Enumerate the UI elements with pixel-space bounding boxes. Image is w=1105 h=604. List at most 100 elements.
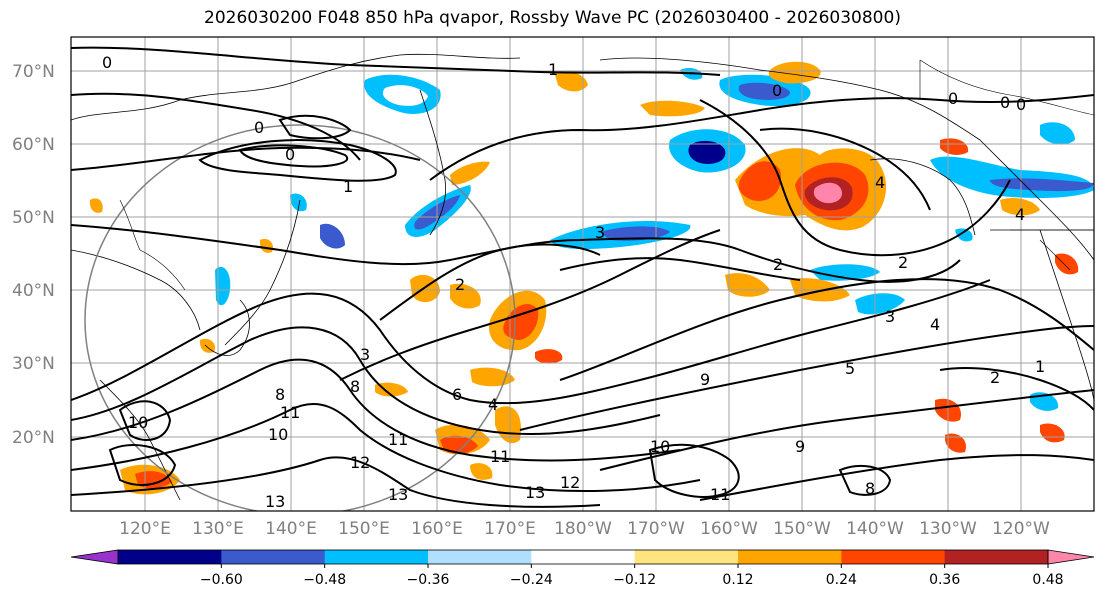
contour-label: 0	[285, 145, 295, 164]
contour-label: 9	[700, 370, 710, 389]
anomaly-patch	[1040, 122, 1075, 145]
gridlines	[71, 37, 1094, 511]
latitude-labels: 70°N 60°N 50°N 40°N 30°N 20°N	[12, 62, 55, 448]
projection-outline	[84, 124, 516, 511]
lon-label: 130°W	[919, 519, 977, 539]
anomaly-patch	[738, 82, 790, 100]
colorbar-tick-label: −0.60	[200, 572, 243, 588]
lon-label: 170°W	[627, 519, 685, 539]
contour-label: 13	[388, 485, 408, 504]
contour-label: 0	[772, 81, 782, 100]
contour-label: 0	[254, 118, 264, 137]
lon-label: 130°E	[192, 519, 244, 539]
contour-label: 2	[898, 253, 908, 272]
colorbar-tick-label: 0.24	[826, 572, 857, 588]
anomaly-patch	[725, 273, 770, 297]
contour-label: 9	[795, 437, 805, 456]
contour-label: 12	[560, 473, 580, 492]
anomaly-patch	[768, 61, 821, 84]
lon-label: 140°E	[265, 519, 317, 539]
colorbar-segment	[944, 550, 1049, 564]
contour-label: 4	[488, 395, 498, 414]
contour-label: 13	[525, 483, 545, 502]
colorbar-extend-high	[1047, 549, 1095, 565]
contour-label: 11	[280, 403, 300, 422]
contour-label: 5	[845, 359, 855, 378]
contour-label: 3	[885, 307, 895, 326]
anomaly-patch	[1055, 253, 1079, 275]
contour-label: 11	[490, 447, 510, 466]
anomaly-patch	[945, 433, 966, 453]
anomaly-patch	[1000, 198, 1040, 216]
anomaly-patch	[955, 228, 973, 242]
colorbar-segment	[221, 550, 326, 564]
contour-label: 1	[1035, 357, 1045, 376]
anomaly-patch	[375, 382, 408, 397]
contour-label: 4	[1015, 205, 1025, 224]
anomaly-patch	[688, 140, 726, 164]
colorbar-segment	[531, 550, 636, 564]
colorbar-segment	[428, 550, 532, 564]
colorbar: −0.60 −0.48 −0.36 −0.24 −0.12 0.12 0.24 0.36 0.4…	[70, 549, 1095, 588]
contour-label: 11	[710, 485, 730, 504]
contour-label: 2	[773, 255, 783, 274]
contour-label: 1	[548, 60, 558, 79]
anomaly-patch	[813, 182, 843, 204]
lon-label: 160°E	[411, 519, 463, 539]
anomaly-patch	[320, 223, 345, 249]
colorbar-tick-label: 0.36	[929, 572, 960, 588]
colorbar-segment	[118, 550, 222, 564]
colorbar-segment	[738, 550, 842, 564]
contour-label: 2	[990, 368, 1000, 387]
borders	[119, 59, 1094, 291]
lon-label: 170°E	[484, 519, 536, 539]
anomaly-patch	[382, 85, 428, 106]
lon-label: 120°E	[119, 519, 171, 539]
contour-label: 0	[1016, 95, 1026, 114]
colorbar-tick-label: −0.36	[407, 572, 450, 588]
anomaly-patch	[290, 193, 307, 212]
map-frame	[70, 36, 1095, 512]
lon-label: 120°W	[992, 519, 1050, 539]
contour-label: 4	[875, 173, 885, 192]
contour-label: 8	[865, 479, 875, 498]
anomaly-patch	[738, 161, 781, 201]
anomaly-patch	[810, 264, 880, 281]
contour-label: 10	[128, 413, 148, 432]
colorbar-tick-label: 0.12	[722, 572, 753, 588]
anomaly-patch	[940, 138, 969, 155]
anomaly-patch	[503, 303, 539, 340]
anomaly-patch	[215, 266, 231, 306]
anomaly-patch	[535, 349, 563, 364]
colorbar-segment	[841, 550, 946, 564]
contour-label: 0	[948, 89, 958, 108]
map-title: 2026030200 F048 850 hPa qvapor, Rossby W…	[204, 8, 901, 28]
contour-label: 1	[343, 177, 353, 196]
colorbar-tick-label: −0.24	[510, 572, 553, 588]
contour-labels: 0 0 0 0 0 0 0 1 1 2 2 2 3 3 3 4 4 4 4 5 …	[102, 53, 1045, 511]
anomaly-patch	[855, 293, 905, 315]
contour-label: 2	[455, 275, 465, 294]
contour-label: 10	[268, 425, 288, 444]
longitude-labels: 120°E 130°E 140°E 150°E 160°E 170°E 180°…	[119, 519, 1050, 539]
colorbar-segment	[634, 550, 739, 564]
lon-label: 150°W	[773, 519, 831, 539]
lat-label: 60°N	[12, 135, 55, 155]
colorbar-segment	[324, 550, 429, 564]
lat-label: 70°N	[12, 62, 55, 82]
contour-label: 0	[102, 53, 112, 72]
contour-label: 3	[595, 223, 605, 242]
contour-label: 4	[930, 315, 940, 334]
rossby-wave-contours	[71, 46, 1094, 508]
contour-label: 8	[350, 377, 360, 396]
qvapor-anomaly-shading	[89, 61, 1094, 495]
anomaly-patch	[555, 71, 588, 92]
colorbar-tick-label: −0.48	[303, 572, 346, 588]
anomaly-patch	[89, 198, 103, 213]
lon-label: 160°W	[700, 519, 758, 539]
map-content: 0 0 0 0 0 0 0 1 1 2 2 2 3 3 3 4 4 4 4 5 …	[71, 37, 1094, 511]
lat-label: 20°N	[12, 428, 55, 448]
contour-label: 10	[650, 437, 670, 456]
anomaly-patch	[1040, 423, 1065, 443]
